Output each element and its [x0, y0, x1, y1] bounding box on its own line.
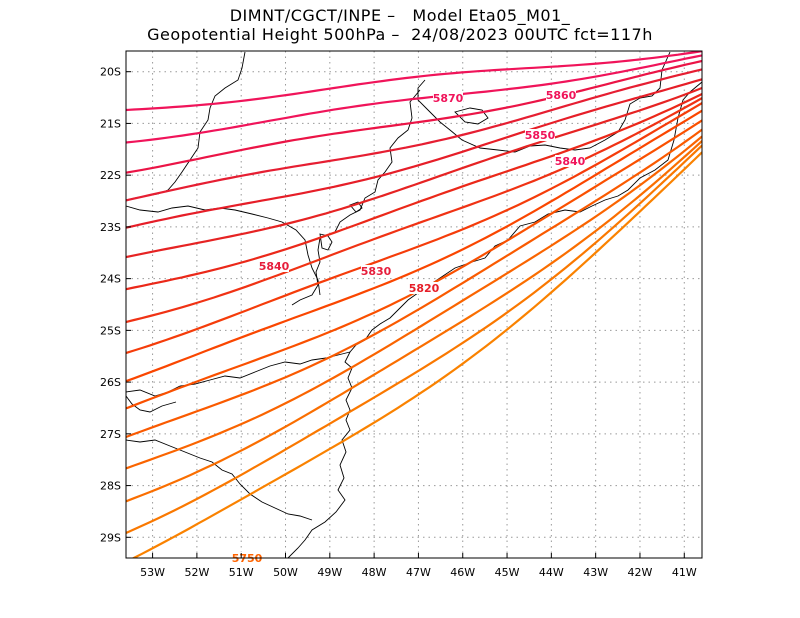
- lat-tick-label: 26S: [100, 376, 121, 389]
- contour-line: [126, 54, 702, 144]
- contour-label-bg: [361, 265, 391, 277]
- contour-label: 5820: [409, 282, 440, 295]
- contour-lines: [126, 51, 702, 558]
- border-path-7: [126, 395, 177, 413]
- lat-tick-label: 22S: [100, 169, 121, 182]
- border-path-2: [291, 89, 421, 306]
- lat-tick-label: 23S: [100, 221, 121, 234]
- lat-tick-label: 25S: [100, 324, 121, 337]
- lat-tick-label: 29S: [100, 531, 121, 544]
- contour-label-bg: [409, 282, 439, 294]
- contour-label-bg: [555, 155, 585, 167]
- title-line-1: DIMNT/CGCT/INPE – Model Eta05_M01_: [229, 6, 571, 25]
- contour-line: [126, 128, 702, 439]
- lon-tick-label: 50W: [273, 566, 298, 579]
- contour-label-bg: [259, 260, 289, 272]
- contour-label: 5850: [525, 129, 556, 142]
- contour-label: 5870: [433, 92, 464, 105]
- lon-tick-label: 43W: [583, 566, 608, 579]
- grid-lines: [126, 51, 702, 558]
- lon-tick-label: 53W: [140, 566, 165, 579]
- lat-tick-label: 24S: [100, 273, 121, 286]
- contour-label-bg: [525, 129, 555, 141]
- contour-line: [126, 51, 702, 112]
- coastline: [126, 51, 702, 558]
- lon-tick-label: 49W: [317, 566, 342, 579]
- contour-line: [126, 93, 702, 291]
- border-path-3: [126, 351, 351, 397]
- lon-tick-label: 46W: [450, 566, 475, 579]
- contour-line: [126, 144, 702, 535]
- lat-tick-label: 27S: [100, 428, 121, 441]
- coastline-path: [287, 81, 702, 558]
- contour-label: 5840: [259, 260, 290, 273]
- contour-line: [131, 151, 702, 558]
- lon-tick-label: 52W: [184, 566, 209, 579]
- contour-line: [126, 68, 702, 202]
- lon-tick-label: 51W: [229, 566, 254, 579]
- contour-line: [126, 86, 702, 259]
- lon-tick-label: 48W: [362, 566, 387, 579]
- contour-label: 5860: [546, 89, 577, 102]
- contour-line: [126, 102, 702, 355]
- border-path-4: [126, 439, 313, 521]
- lat-tick-label: 21S: [100, 117, 121, 130]
- contour-line: [126, 109, 702, 383]
- contour-label-bg: [546, 89, 576, 101]
- contour-line: [126, 59, 702, 174]
- plot-frame: [125, 50, 703, 559]
- lat-tick-label: 20S: [100, 66, 121, 79]
- border-path-6: [126, 205, 321, 296]
- lon-tick-label: 41W: [672, 566, 697, 579]
- lon-tick-label: 42W: [628, 566, 653, 579]
- contour-line: [126, 97, 702, 324]
- title-line-2: Geopotential Height 500hPa – 24/08/2023 …: [147, 25, 653, 44]
- lon-tick-label: 47W: [406, 566, 431, 579]
- lon-tick-label: 45W: [495, 566, 520, 579]
- contour-label: 5830: [361, 265, 392, 278]
- lat-tick-label: 28S: [100, 480, 121, 493]
- lon-tick-label: 44W: [539, 566, 564, 579]
- axis-tick-labels: 20S 21S 22S 23S 24S 25S 26S 27S 28S 29S 53W 52W 51W 5…: [100, 66, 697, 579]
- contour-line: [126, 78, 702, 229]
- contour-line: [126, 140, 702, 503]
- contour-label-bg: [433, 92, 463, 104]
- contour-line: [126, 135, 702, 470]
- contour-label: 5840: [555, 155, 586, 168]
